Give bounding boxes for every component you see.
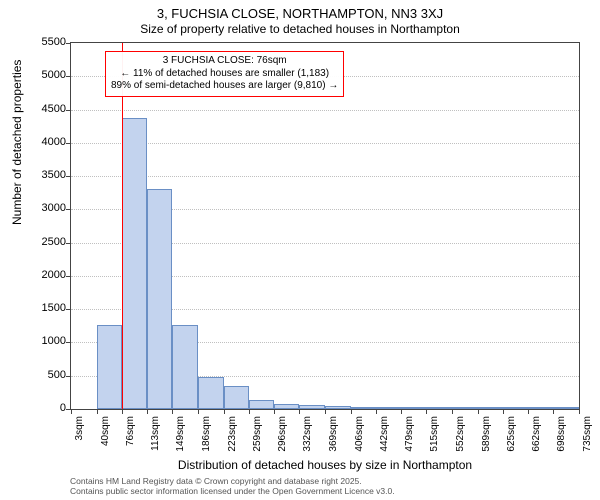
x-tick-mark xyxy=(325,409,326,414)
x-tick-mark xyxy=(579,409,580,414)
x-tick-label: 589sqm xyxy=(481,416,492,456)
x-tick-label: 259sqm xyxy=(252,416,263,456)
y-tick-label: 1000 xyxy=(26,335,66,347)
annotation-line: ← 11% of detached houses are smaller (1,… xyxy=(111,68,338,81)
x-tick-label: 3sqm xyxy=(74,416,85,456)
histogram-bar xyxy=(426,407,452,409)
histogram-bar xyxy=(478,407,503,409)
x-tick-mark xyxy=(71,409,72,414)
y-tick-label: 500 xyxy=(26,369,66,381)
x-tick-label: 698sqm xyxy=(556,416,567,456)
y-tick-mark xyxy=(66,176,71,177)
footer-line: Contains public sector information licen… xyxy=(70,486,580,496)
gridline xyxy=(71,110,579,111)
y-tick-mark xyxy=(66,309,71,310)
x-tick-mark xyxy=(172,409,173,414)
histogram-bar xyxy=(249,400,275,409)
histogram-bar xyxy=(274,404,299,409)
y-tick-mark xyxy=(66,342,71,343)
histogram-bar xyxy=(147,189,172,409)
histogram-bar xyxy=(452,407,478,409)
histogram-bar xyxy=(325,406,351,409)
chart-subtitle: Size of property relative to detached ho… xyxy=(0,22,600,36)
y-tick-label: 5500 xyxy=(26,36,66,48)
x-tick-mark xyxy=(452,409,453,414)
x-tick-mark xyxy=(553,409,554,414)
chart-title: 3, FUCHSIA CLOSE, NORTHAMPTON, NN3 3XJ xyxy=(0,6,600,21)
x-tick-mark xyxy=(478,409,479,414)
y-tick-mark xyxy=(66,209,71,210)
x-tick-mark xyxy=(528,409,529,414)
y-tick-label: 1500 xyxy=(26,302,66,314)
y-axis-label: Number of detached properties xyxy=(10,60,24,225)
x-tick-mark xyxy=(274,409,275,414)
y-tick-mark xyxy=(66,243,71,244)
footer-line: Contains HM Land Registry data © Crown c… xyxy=(70,476,580,486)
histogram-bar xyxy=(401,407,426,409)
y-tick-mark xyxy=(66,110,71,111)
x-tick-label: 223sqm xyxy=(227,416,238,456)
histogram-bar xyxy=(503,407,529,409)
y-tick-mark xyxy=(66,376,71,377)
y-tick-label: 3500 xyxy=(26,169,66,181)
histogram-bar xyxy=(97,325,122,409)
x-tick-label: 296sqm xyxy=(277,416,288,456)
annotation-line: 89% of semi-detached houses are larger (… xyxy=(111,80,338,93)
x-axis-label: Distribution of detached houses by size … xyxy=(70,458,580,472)
y-tick-label: 5000 xyxy=(26,69,66,81)
y-tick-label: 2500 xyxy=(26,236,66,248)
histogram-bar xyxy=(198,377,224,409)
chart-footer: Contains HM Land Registry data © Crown c… xyxy=(70,476,580,496)
histogram-bar xyxy=(376,407,402,409)
y-tick-mark xyxy=(66,76,71,77)
x-tick-label: 442sqm xyxy=(379,416,390,456)
x-tick-mark xyxy=(299,409,300,414)
annotation-box: 3 FUCHSIA CLOSE: 76sqm← 11% of detached … xyxy=(105,51,344,97)
x-tick-label: 552sqm xyxy=(455,416,466,456)
x-tick-label: 113sqm xyxy=(150,416,161,456)
x-tick-label: 186sqm xyxy=(201,416,212,456)
x-tick-label: 76sqm xyxy=(125,416,136,456)
y-tick-label: 2000 xyxy=(26,269,66,281)
x-tick-mark xyxy=(224,409,225,414)
x-tick-mark xyxy=(376,409,377,414)
y-tick-mark xyxy=(66,43,71,44)
annotation-line: 3 FUCHSIA CLOSE: 76sqm xyxy=(111,55,338,68)
histogram-bar xyxy=(528,407,553,409)
x-tick-label: 149sqm xyxy=(175,416,186,456)
x-tick-mark xyxy=(351,409,352,414)
x-tick-mark xyxy=(147,409,148,414)
x-tick-mark xyxy=(503,409,504,414)
y-tick-label: 3000 xyxy=(26,202,66,214)
y-tick-label: 0 xyxy=(26,402,66,414)
x-tick-mark xyxy=(198,409,199,414)
x-tick-label: 479sqm xyxy=(404,416,415,456)
histogram-bar xyxy=(553,407,579,409)
x-tick-mark xyxy=(426,409,427,414)
y-tick-mark xyxy=(66,276,71,277)
x-tick-label: 40sqm xyxy=(100,416,111,456)
y-tick-label: 4000 xyxy=(26,136,66,148)
x-tick-label: 332sqm xyxy=(302,416,313,456)
x-tick-label: 735sqm xyxy=(582,416,593,456)
histogram-bar xyxy=(351,407,376,409)
marker-line xyxy=(122,43,123,409)
x-tick-label: 515sqm xyxy=(429,416,440,456)
histogram-bar xyxy=(224,386,249,409)
histogram-bar xyxy=(172,325,198,409)
x-tick-label: 406sqm xyxy=(354,416,365,456)
histogram-bar xyxy=(299,405,325,409)
histogram-bar xyxy=(122,118,148,409)
y-tick-label: 4500 xyxy=(26,103,66,115)
x-tick-label: 662sqm xyxy=(531,416,542,456)
histogram-chart: 3, FUCHSIA CLOSE, NORTHAMPTON, NN3 3XJ S… xyxy=(0,0,600,500)
plot-area: 3 FUCHSIA CLOSE: 76sqm← 11% of detached … xyxy=(70,42,580,410)
y-tick-mark xyxy=(66,143,71,144)
x-tick-label: 625sqm xyxy=(506,416,517,456)
x-tick-mark xyxy=(249,409,250,414)
x-tick-mark xyxy=(122,409,123,414)
x-tick-mark xyxy=(97,409,98,414)
x-tick-label: 369sqm xyxy=(328,416,339,456)
x-tick-mark xyxy=(401,409,402,414)
